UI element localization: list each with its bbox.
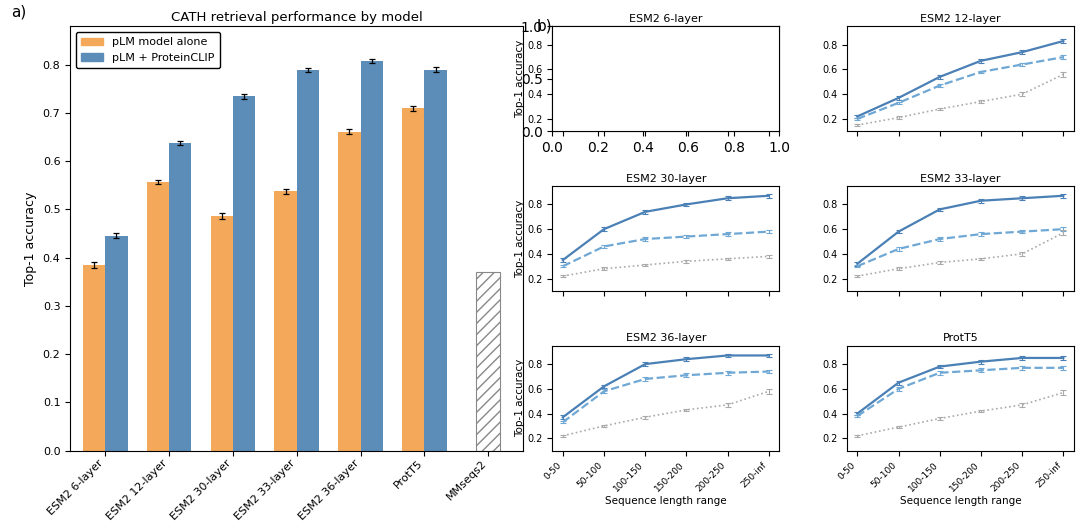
Legend: pLM + ProteinCLIP, pLM, MMseqs2: pLM + ProteinCLIP, pLM, MMseqs2 [557, 30, 669, 70]
Bar [338, 132, 360, 451]
Title: ESM2 30-layer: ESM2 30-layer [626, 174, 706, 184]
Title: ESM2 12-layer: ESM2 12-layer [920, 14, 1000, 24]
X-axis label: Sequence length range: Sequence length range [605, 496, 726, 506]
Title: ESM2 33-layer: ESM2 33-layer [920, 174, 1000, 184]
Y-axis label: Top-1 accuracy: Top-1 accuracy [515, 359, 524, 437]
Text: a): a) [11, 5, 27, 20]
Text: b): b) [536, 18, 551, 34]
Y-axis label: Top-1 accuracy: Top-1 accuracy [24, 191, 37, 286]
Bar [169, 143, 191, 451]
Title: ProtT5: ProtT5 [942, 333, 979, 343]
Bar [360, 61, 383, 451]
Title: ESM2 6-layer: ESM2 6-layer [629, 14, 702, 24]
Bar [476, 272, 501, 451]
Bar [210, 216, 233, 451]
Title: CATH retrieval performance by model: CATH retrieval performance by model [170, 10, 423, 24]
Bar [233, 96, 256, 451]
Bar [424, 70, 447, 451]
Legend: pLM model alone, pLM + ProteinCLIP: pLM model alone, pLM + ProteinCLIP [76, 32, 220, 69]
X-axis label: Sequence length range: Sequence length range [900, 496, 1021, 506]
Y-axis label: Top-1 accuracy: Top-1 accuracy [515, 199, 524, 278]
Bar [83, 265, 106, 451]
Bar [106, 235, 127, 451]
Bar [147, 182, 169, 451]
Bar [274, 191, 297, 451]
Y-axis label: Top-1 accuracy: Top-1 accuracy [515, 40, 524, 118]
Title: ESM2 36-layer: ESM2 36-layer [626, 333, 706, 343]
Bar [402, 108, 424, 451]
Bar [297, 70, 319, 451]
